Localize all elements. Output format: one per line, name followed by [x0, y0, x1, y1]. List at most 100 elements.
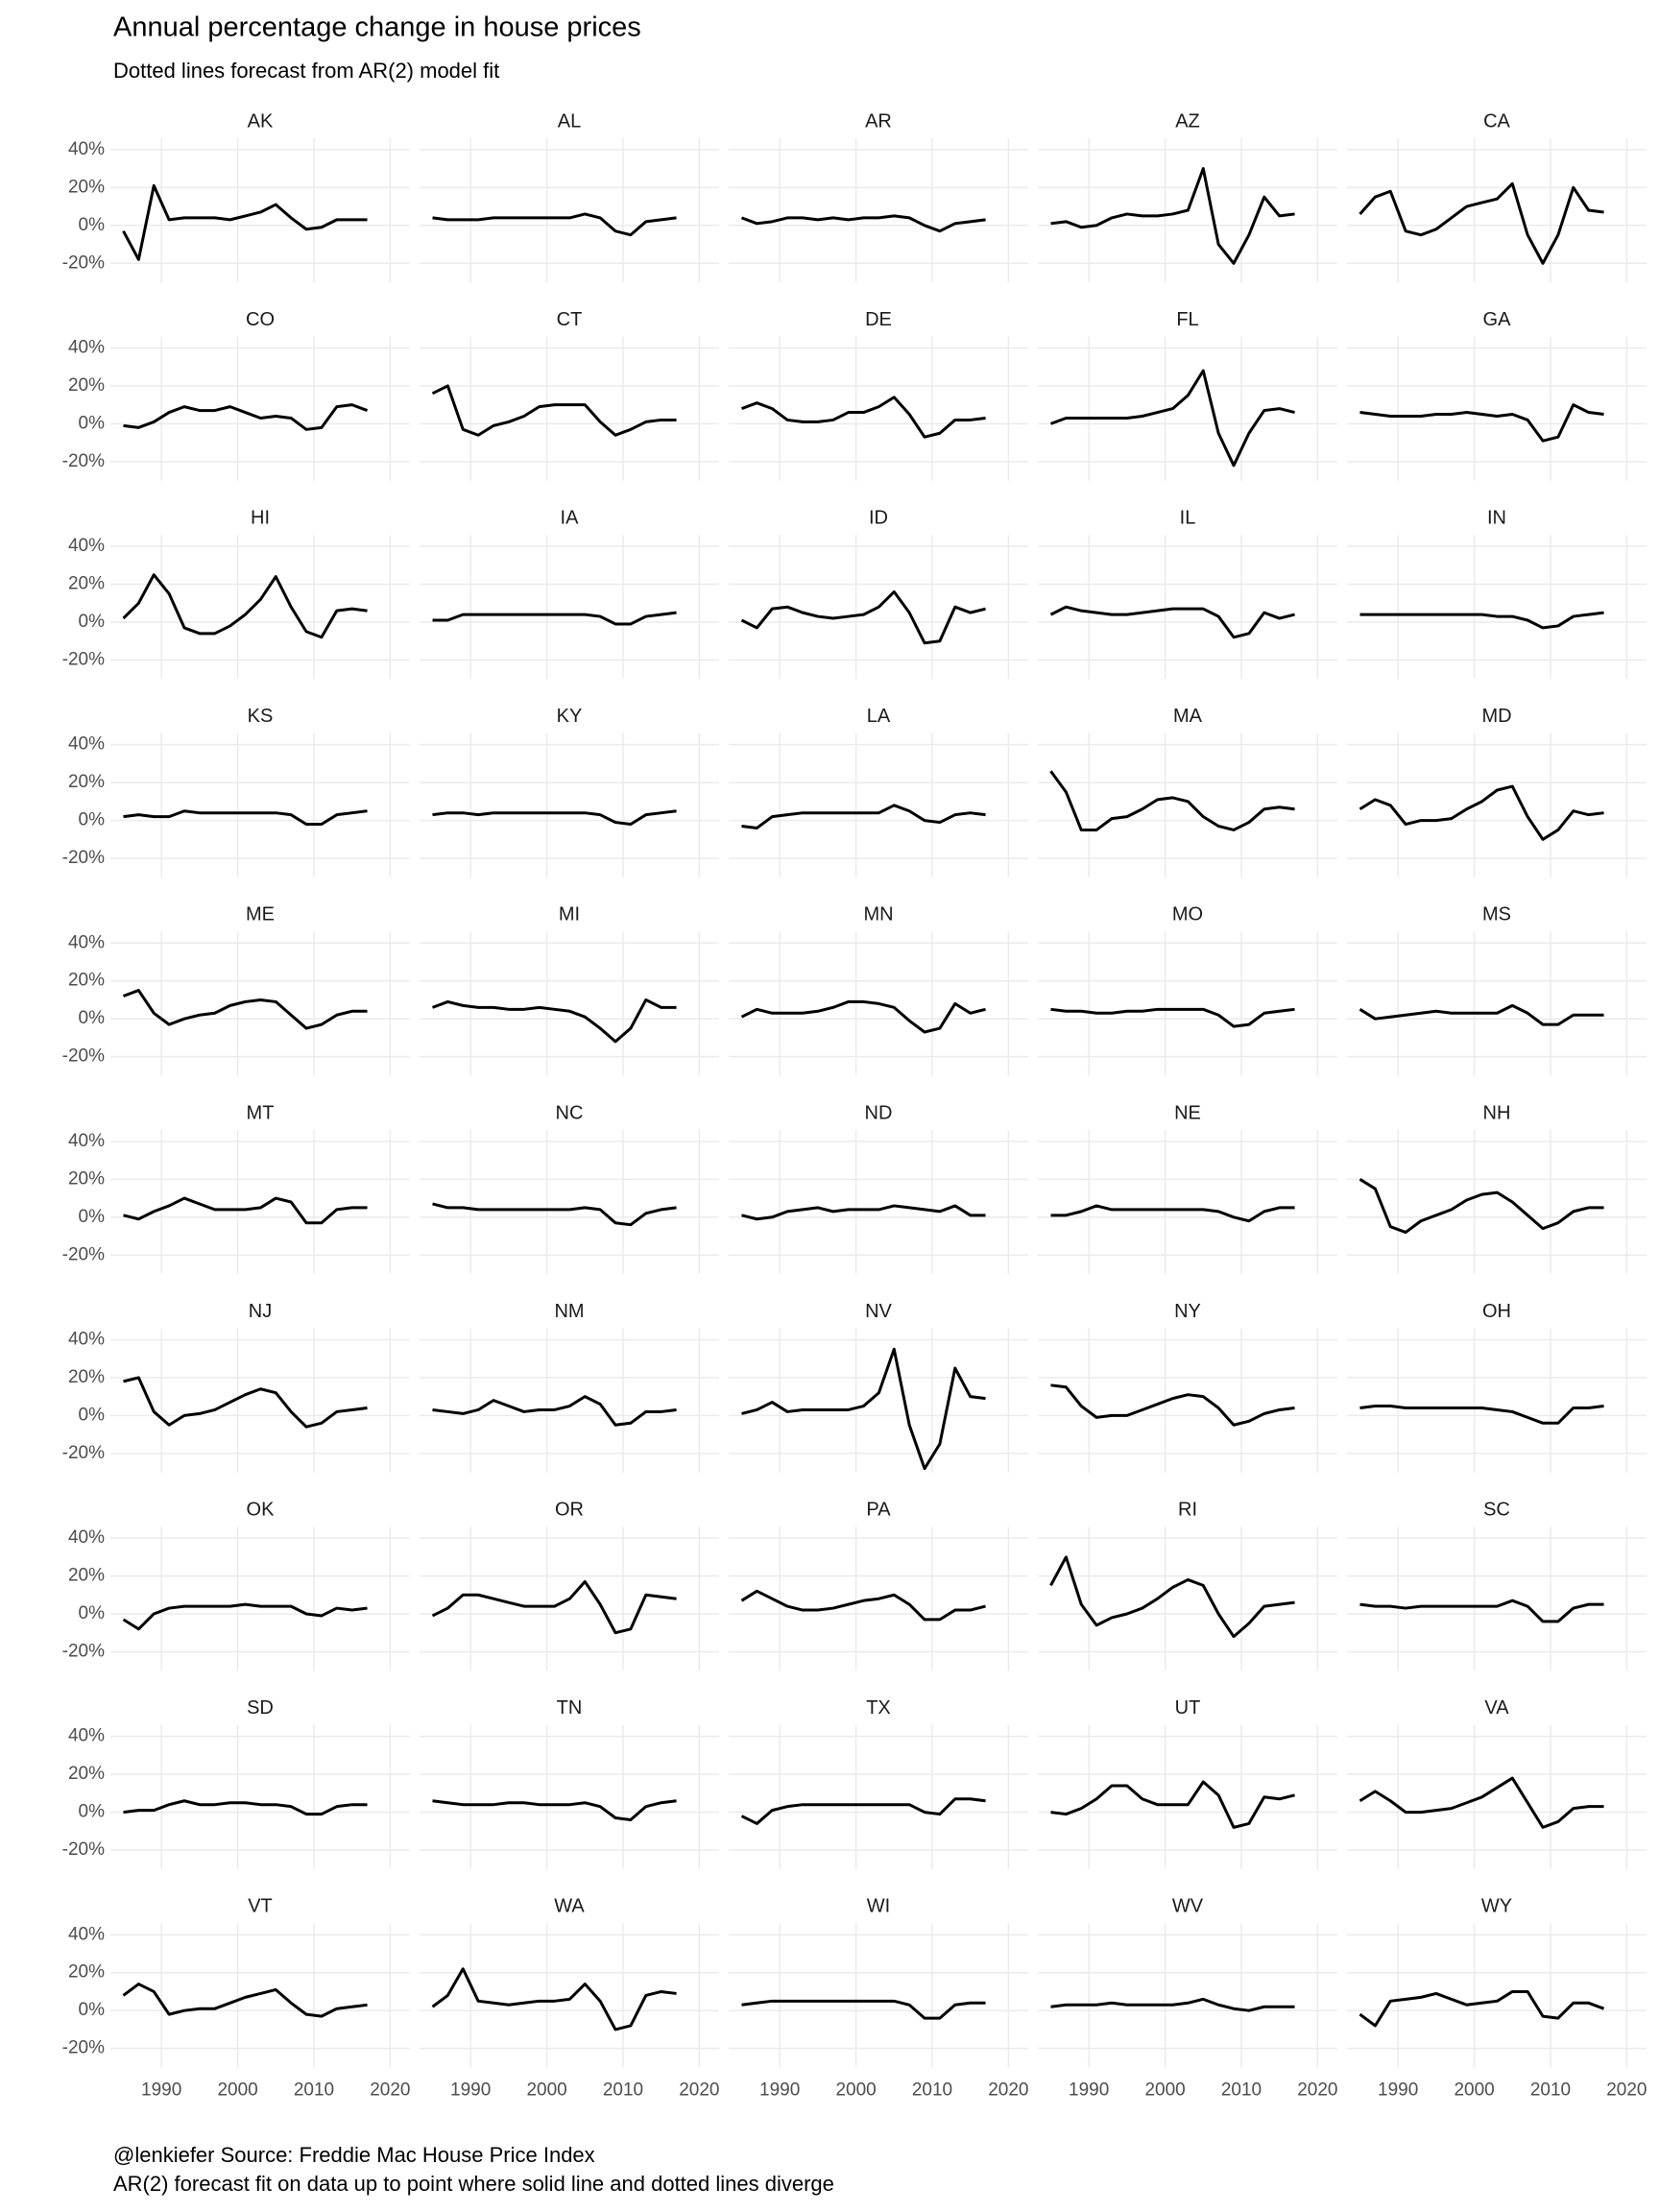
panel: IN — [1347, 507, 1647, 680]
x-tick-label: 2020 — [1606, 2080, 1647, 2100]
y-tick-label: 0% — [79, 1008, 106, 1028]
data-line — [741, 1347, 986, 1471]
strip-label: IN — [1487, 507, 1506, 528]
panel: MN — [729, 904, 1028, 1076]
data-line — [1050, 1007, 1295, 1028]
strip-label: KS — [248, 706, 274, 727]
y-tick-label: 20% — [68, 375, 105, 396]
strip-label: LA — [867, 706, 891, 727]
x-tick-label: 2010 — [603, 2080, 643, 2100]
data-line — [740, 1797, 986, 1825]
strip-label: PA — [866, 1499, 891, 1520]
data-line — [740, 396, 986, 439]
strip-label: FL — [1176, 309, 1198, 330]
panel: MO — [1038, 904, 1337, 1076]
x-tick-label: 2010 — [912, 2080, 952, 2100]
data-line — [1050, 1997, 1295, 2012]
panel: OK -20% 0% 20% 40% — [62, 1499, 410, 1671]
strip-label: IL — [1180, 507, 1196, 528]
strip-label: TN — [557, 1697, 583, 1719]
panel: WA 1990 2000 2010 2020 — [420, 1896, 719, 2100]
data-line — [1359, 1599, 1604, 1623]
data-line — [123, 403, 369, 431]
panel: VT -20% 0% 20% 40% 1990 2000 2010 2020 — [62, 1896, 411, 2101]
panel: AZ — [1038, 110, 1337, 282]
data-line — [740, 214, 986, 233]
data-line — [1358, 1776, 1604, 1829]
y-tick-label: 0% — [79, 215, 106, 235]
panel: HI -20% 0% 20% 40% — [62, 507, 410, 680]
panel: MD — [1347, 706, 1647, 878]
data-line — [1358, 1989, 1605, 2028]
data-line — [1049, 1555, 1295, 1639]
chart-title: Annual percentage change in house prices — [113, 12, 641, 43]
strip-label: NE — [1174, 1102, 1201, 1123]
y-tick-label: 20% — [68, 574, 105, 594]
y-tick-label: 0% — [79, 1802, 106, 1822]
y-tick-label: 0% — [79, 413, 106, 433]
strip-label: UT — [1175, 1697, 1201, 1719]
panel: AK -20% 0% 20% 40% — [62, 110, 410, 282]
strip-label: MT — [247, 1102, 275, 1123]
data-line — [1050, 1204, 1295, 1223]
strip-label: KY — [557, 706, 583, 727]
panel: CO -20% 0% 20% 40% — [62, 309, 410, 481]
data-line — [741, 1204, 986, 1221]
y-tick-label: 40% — [68, 1131, 105, 1151]
strip-label: IA — [561, 507, 580, 528]
y-tick-label: -20% — [62, 1443, 105, 1463]
panel: IA — [420, 507, 719, 680]
x-tick-label: 2000 — [1454, 2080, 1494, 2100]
data-line — [431, 998, 677, 1044]
strip-label: TX — [866, 1697, 891, 1719]
data-line — [1359, 1405, 1604, 1425]
data-line — [432, 1395, 677, 1427]
panel: AL — [420, 110, 719, 282]
data-line — [122, 573, 368, 639]
y-tick-label: 20% — [68, 1566, 105, 1586]
strip-label: NJ — [249, 1301, 272, 1322]
x-tick-label: 2000 — [1144, 2080, 1185, 2100]
panel: OH — [1347, 1301, 1647, 1473]
data-line — [1049, 770, 1295, 831]
strip-label: AK — [248, 110, 274, 132]
strip-label: OH — [1482, 1301, 1511, 1322]
x-tick-label: 2020 — [679, 2080, 719, 2100]
x-tick-label: 2000 — [217, 2080, 257, 2100]
data-line — [740, 999, 986, 1034]
data-line — [1050, 1780, 1295, 1829]
data-line — [432, 809, 677, 827]
data-line — [740, 1589, 986, 1622]
strip-label: WV — [1172, 1896, 1204, 1917]
x-tick-label: 2020 — [370, 2080, 410, 2100]
panel: PA — [729, 1499, 1028, 1671]
panel: VA — [1347, 1697, 1647, 1869]
data-line — [122, 1983, 368, 2018]
strip-label: CA — [1483, 110, 1510, 132]
y-tick-label: 20% — [68, 1764, 105, 1784]
strip-label: SC — [1483, 1499, 1510, 1520]
strip-label: GA — [1483, 309, 1512, 330]
data-line — [122, 1602, 368, 1631]
strip-label: DE — [865, 309, 892, 330]
panel: SD -20% 0% 20% 40% — [62, 1697, 410, 1869]
strip-label: CT — [557, 309, 583, 330]
strip-label: AL — [558, 110, 581, 132]
panel: ME -20% 0% 20% 40% — [62, 904, 410, 1076]
y-tick-label: 20% — [68, 1367, 105, 1387]
y-tick-label: 20% — [68, 177, 105, 197]
x-tick-label: 2010 — [294, 2080, 334, 2100]
panel: SC — [1347, 1499, 1647, 1671]
data-line — [1050, 1383, 1295, 1427]
y-tick-label: 0% — [79, 1207, 106, 1227]
panel: GA — [1347, 309, 1647, 481]
panel: UT — [1038, 1697, 1337, 1869]
panel: OR — [420, 1499, 719, 1671]
data-line — [431, 1967, 677, 2032]
y-tick-label: 40% — [68, 1527, 105, 1548]
panel: LA — [729, 706, 1028, 878]
y-tick-label: 0% — [79, 1405, 106, 1425]
data-line — [123, 1196, 368, 1225]
strip-label: WA — [554, 1896, 585, 1917]
x-tick-label: 1990 — [141, 2080, 181, 2100]
